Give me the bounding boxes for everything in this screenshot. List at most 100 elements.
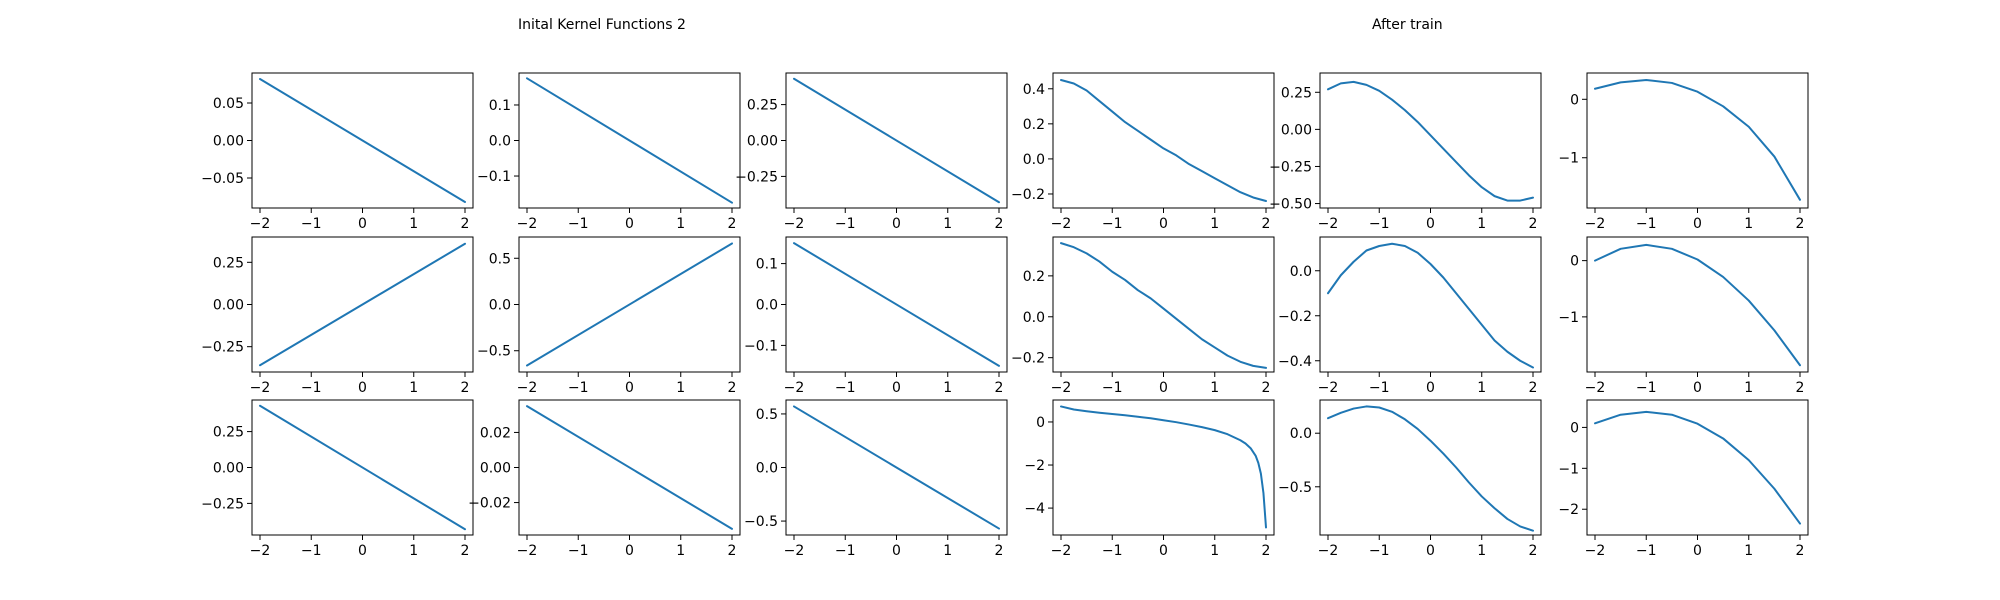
x-tick-label: −2 — [250, 543, 271, 559]
y-tick-label: 0.5 — [489, 251, 511, 267]
subplot-r1-c3: −2 −1 0 1 2 −0.2 0.0 0.2 — [1011, 236, 1275, 396]
x-tick-label: 0 — [1693, 543, 1702, 559]
x-tick-label: −1 — [1636, 380, 1657, 396]
x-tick-label: −2 — [1318, 380, 1339, 396]
subplot-r0-c5: −2 −1 0 1 2 −1 0 — [1558, 72, 1809, 232]
y-tick-label: 0.00 — [480, 461, 511, 477]
y-tick-label: 0.2 — [1023, 269, 1045, 285]
series-line — [1594, 410, 1801, 525]
y-tick-label: 0.0 — [756, 298, 778, 314]
series-line — [793, 405, 1000, 530]
y-tick-label: 0.00 — [1281, 122, 1312, 138]
x-tick-label: −1 — [568, 216, 589, 232]
subplot-r2-c5: −2 −1 0 1 2 −2 −1 0 — [1558, 399, 1809, 559]
x-tick-label: 1 — [1477, 543, 1486, 559]
x-tick-label: 2 — [1262, 380, 1271, 396]
series-line — [1060, 242, 1267, 369]
y-tick-label: 0.25 — [747, 98, 778, 114]
x-tick-label: −1 — [1369, 380, 1390, 396]
series-line — [259, 78, 466, 203]
right-suptitle: After train — [1372, 17, 1443, 33]
x-tick-label: −1 — [301, 216, 322, 232]
x-tick-label: 1 — [1744, 216, 1753, 232]
series-line — [793, 77, 1000, 204]
series-line — [1594, 243, 1801, 367]
series-line — [526, 242, 733, 367]
y-tick-label: 0.25 — [213, 255, 244, 271]
x-tick-label: 2 — [1529, 216, 1538, 232]
y-tick-label: −0.05 — [201, 171, 244, 187]
y-tick-label: −0.1 — [744, 338, 778, 354]
x-tick-label: 1 — [1210, 380, 1219, 396]
x-tick-label: −2 — [1051, 380, 1072, 396]
subplot-r2-c0: −2 −1 0 1 2 −0.25 0.00 0.25 — [201, 399, 474, 559]
x-tick-label: −1 — [568, 543, 589, 559]
x-tick-label: 0 — [1426, 543, 1435, 559]
y-tick-label: −1 — [1558, 461, 1579, 477]
x-tick-label: 0 — [1426, 216, 1435, 232]
x-tick-label: 0 — [892, 543, 901, 559]
x-tick-label: 0 — [1159, 216, 1168, 232]
x-tick-label: −2 — [1585, 543, 1606, 559]
x-tick-label: 2 — [1796, 543, 1805, 559]
subplot-r0-c1: −2 −1 0 1 2 −0.1 0.0 0.1 — [477, 72, 741, 232]
x-tick-label: 1 — [943, 543, 952, 559]
y-tick-label: 0.00 — [213, 298, 244, 314]
x-tick-label: −1 — [835, 216, 856, 232]
subplot-r2-c2: −2 −1 0 1 2 −0.5 0.0 0.5 — [744, 399, 1008, 559]
x-tick-label: 2 — [461, 216, 470, 232]
series-line — [259, 242, 466, 367]
series-line — [1060, 79, 1267, 202]
x-tick-label: 0 — [892, 380, 901, 396]
series-line — [1060, 405, 1267, 529]
y-tick-label: 0.05 — [213, 96, 244, 112]
y-tick-label: −0.50 — [1269, 197, 1312, 213]
x-tick-label: −1 — [1102, 380, 1123, 396]
x-tick-label: 0 — [358, 380, 367, 396]
x-tick-label: −2 — [1051, 543, 1072, 559]
subplot-r2-c1: −2 −1 0 1 2 −0.02 0.00 0.02 — [468, 399, 741, 559]
y-tick-label: 0.0 — [1290, 264, 1312, 280]
y-tick-label: 0.2 — [1023, 117, 1045, 133]
x-tick-label: −2 — [784, 380, 805, 396]
series-line — [793, 242, 1000, 367]
x-tick-label: −1 — [835, 380, 856, 396]
y-tick-label: 0.00 — [213, 134, 244, 150]
x-tick-label: −2 — [1318, 216, 1339, 232]
x-tick-label: 0 — [1693, 380, 1702, 396]
subplot-r2-c3: −2 −1 0 1 2 −4 −2 0 — [1024, 399, 1275, 559]
x-tick-label: 1 — [676, 543, 685, 559]
y-tick-label: −0.1 — [477, 169, 511, 185]
subplot-r1-c4: −2 −1 0 1 2 −0.4 −0.2 0.0 — [1278, 236, 1542, 396]
y-tick-label: 0.25 — [1281, 85, 1312, 101]
y-tick-label: 0.00 — [747, 134, 778, 150]
series-line — [1327, 242, 1534, 369]
y-tick-label: −0.25 — [735, 169, 778, 185]
x-tick-label: 0 — [625, 216, 634, 232]
x-tick-label: −1 — [1102, 543, 1123, 559]
x-tick-label: −2 — [784, 216, 805, 232]
x-tick-label: 1 — [1477, 216, 1486, 232]
x-tick-label: −2 — [517, 216, 538, 232]
x-tick-label: 2 — [728, 380, 737, 396]
x-tick-label: −2 — [517, 380, 538, 396]
x-tick-label: −2 — [517, 543, 538, 559]
y-tick-label: −0.02 — [468, 496, 511, 512]
y-tick-label: −2 — [1024, 458, 1045, 474]
y-tick-label: 0.00 — [213, 461, 244, 477]
x-tick-label: 2 — [461, 380, 470, 396]
x-tick-label: 0 — [1693, 216, 1702, 232]
y-tick-label: 0.0 — [1023, 152, 1045, 168]
y-tick-label: 0.0 — [1023, 310, 1045, 326]
subplot-grid: −2 −1 0 1 2−0.050.000.05−2 −1 0 1 2−0.10.00.1−2−… — [201, 72, 1809, 559]
y-tick-label: 0.02 — [480, 425, 511, 441]
y-tick-label: −0.2 — [1011, 351, 1045, 367]
subplot-r1-c5: −2 −1 0 1 2 −1 0 — [1558, 236, 1809, 396]
x-tick-label: 1 — [1744, 543, 1753, 559]
subplot-r0-c0: −2 −1 0 1 2 −0.05 0.00 0.05 — [201, 72, 474, 232]
x-tick-label: −2 — [1051, 216, 1072, 232]
y-tick-label: 0.0 — [756, 461, 778, 477]
x-tick-label: 1 — [1477, 380, 1486, 396]
